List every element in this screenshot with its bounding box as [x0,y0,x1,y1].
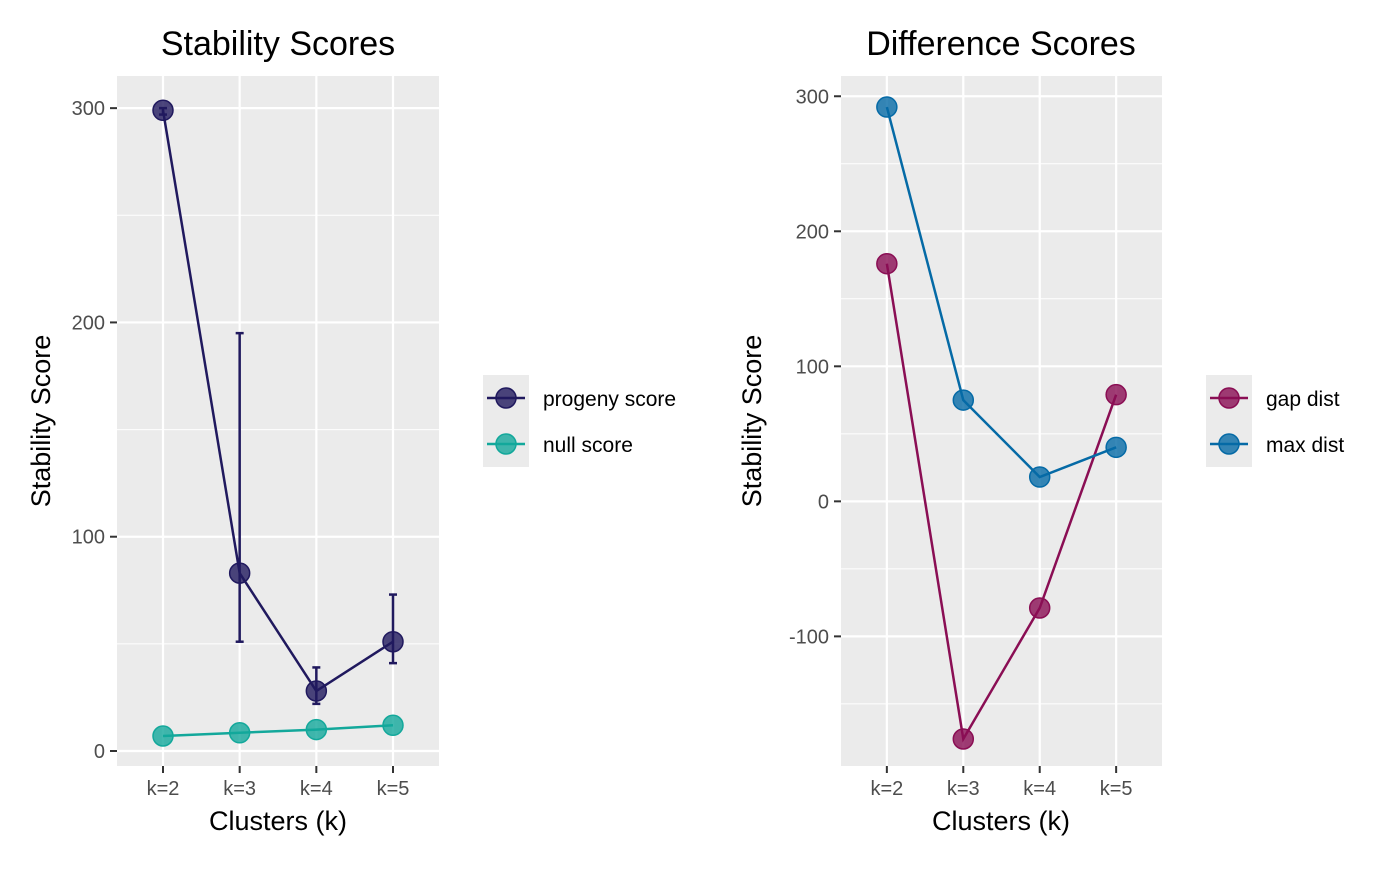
legend-key-point [495,433,517,455]
data-point [876,96,898,118]
grid [841,76,1162,766]
x-tick-label: k=4 [300,778,333,800]
series-line [885,263,1118,743]
chart-title: Difference Scores [866,25,1136,63]
x-axis: k=2 k=3 k=4 k=5 [870,766,1133,800]
y-axis-title: Stability Score [26,335,56,508]
data-point [952,728,975,750]
data-point [382,714,404,737]
data-point [228,562,251,584]
series-gap-dist [876,252,1127,750]
series-progeny-score [152,99,404,706]
x-axis-title: Clusters (k) [209,806,347,836]
legend-label: null score [543,434,633,457]
x-tick-label: k=2 [870,778,903,800]
x-axis: k=2 k=3 k=4 k=5 [147,766,410,800]
y-axis: 0 100 200 300 [72,98,117,763]
data-point [1105,436,1127,459]
data-point [228,722,251,744]
data-point [952,389,975,411]
y-tick-label: 100 [796,356,829,378]
x-tick-label: k=3 [947,778,980,800]
legend-key-point [1218,387,1240,409]
data-point [1105,383,1127,406]
difference-scores-panel: -100 0 100 200 300 k=2 k=3 k=4 k=5 Difference S… [737,25,1344,836]
x-tick-label: k=4 [1023,778,1056,800]
series-max-dist [876,96,1127,488]
x-tick-label: k=5 [1100,778,1133,800]
plot-background [117,76,439,766]
x-axis-title: Clusters (k) [932,806,1070,836]
chart-title: Stability Scores [161,25,395,63]
y-axis: -100 0 100 200 300 [789,86,841,648]
legend: progeny score null score [483,375,676,467]
data-point [305,680,328,702]
data-point [152,99,174,122]
data-point [152,725,174,747]
stability-scores-panel: 0 100 200 300 k=2 k=3 k=4 k=5 Stability Scores… [26,25,676,836]
x-tick-label: k=3 [223,778,256,800]
legend-label: progeny score [543,388,676,411]
legend: gap dist max dist [1206,375,1344,467]
series-line [161,110,394,693]
y-tick-label: 200 [72,312,105,334]
y-tick-label: 0 [94,741,105,763]
plot-background [841,76,1162,766]
y-tick-label: 100 [72,527,105,549]
y-tick-label: -100 [789,626,829,648]
series-line [885,106,1117,479]
series-layer [152,99,404,747]
y-axis-title: Stability Score [737,335,767,508]
legend-label: gap dist [1266,388,1340,411]
data-point [1028,466,1051,488]
data-point [876,252,898,275]
y-tick-label: 200 [796,221,829,243]
legend-key-point [1218,433,1240,455]
series-layer [876,96,1127,750]
series-line [162,724,394,738]
x-tick-label: k=2 [147,778,180,800]
y-tick-label: 300 [72,98,105,120]
x-tick-label: k=5 [377,778,410,800]
legend-label: max dist [1266,434,1344,457]
legend-key-point [495,387,517,409]
y-tick-label: 300 [796,86,829,108]
series-null-score [152,714,404,747]
y-tick-label: 0 [818,491,829,513]
data-point [382,630,404,653]
data-point [1028,597,1051,619]
data-point [305,718,328,741]
